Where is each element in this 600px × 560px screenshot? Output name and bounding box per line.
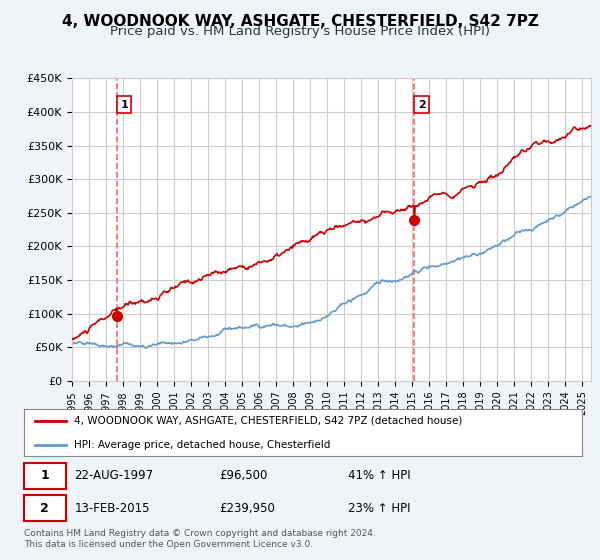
Text: 13-FEB-2015: 13-FEB-2015	[74, 502, 150, 515]
Text: 23% ↑ HPI: 23% ↑ HPI	[347, 502, 410, 515]
Text: 4, WOODNOOK WAY, ASHGATE, CHESTERFIELD, S42 7PZ (detached house): 4, WOODNOOK WAY, ASHGATE, CHESTERFIELD, …	[74, 416, 463, 426]
Text: £96,500: £96,500	[220, 469, 268, 483]
Text: 4, WOODNOOK WAY, ASHGATE, CHESTERFIELD, S42 7PZ: 4, WOODNOOK WAY, ASHGATE, CHESTERFIELD, …	[62, 14, 538, 29]
Text: 2: 2	[40, 502, 49, 515]
Text: Price paid vs. HM Land Registry's House Price Index (HPI): Price paid vs. HM Land Registry's House …	[110, 25, 490, 38]
Text: £239,950: £239,950	[220, 502, 275, 515]
Text: 41% ↑ HPI: 41% ↑ HPI	[347, 469, 410, 483]
Text: 1: 1	[40, 469, 49, 483]
Text: HPI: Average price, detached house, Chesterfield: HPI: Average price, detached house, Ches…	[74, 440, 331, 450]
Text: Contains HM Land Registry data © Crown copyright and database right 2024.
This d: Contains HM Land Registry data © Crown c…	[24, 529, 376, 549]
Text: 22-AUG-1997: 22-AUG-1997	[74, 469, 154, 483]
Text: 1: 1	[121, 100, 128, 110]
FancyBboxPatch shape	[24, 463, 66, 489]
Text: 2: 2	[418, 100, 425, 110]
FancyBboxPatch shape	[24, 495, 66, 521]
